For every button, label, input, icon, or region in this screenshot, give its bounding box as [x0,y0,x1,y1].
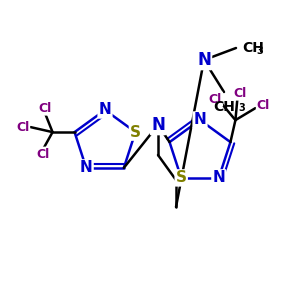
Text: N: N [197,51,211,69]
Text: 3: 3 [256,46,263,56]
Text: Cl: Cl [16,121,29,134]
Text: Cl: Cl [209,93,222,106]
Text: Cl: Cl [234,87,247,100]
Text: CH: CH [213,100,235,114]
Text: N: N [151,116,165,134]
Text: Cl: Cl [36,148,49,160]
Text: Cl: Cl [257,99,270,112]
Text: S: S [176,170,187,185]
Text: N: N [194,112,206,128]
Text: Cl: Cl [38,102,51,115]
Text: CH: CH [242,41,264,55]
Text: N: N [212,170,225,185]
Text: S: S [130,124,141,140]
Text: N: N [99,103,111,118]
Text: N: N [80,160,93,175]
Text: 3: 3 [238,103,245,113]
